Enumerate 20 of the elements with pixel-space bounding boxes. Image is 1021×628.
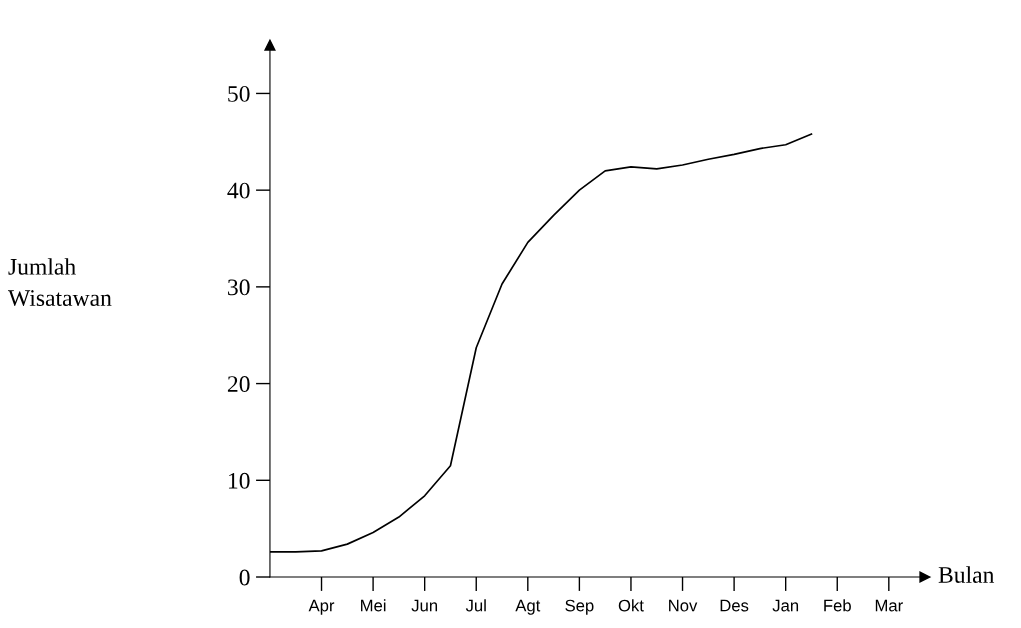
y-tick-label: 40	[227, 182, 250, 199]
x-tick-label: Jan	[772, 599, 799, 612]
y-tick-label: 10	[228, 472, 250, 489]
x-tick-label: Jul	[465, 599, 486, 612]
x-tick-label: Jun	[411, 599, 438, 612]
x-tick-label: Sep	[565, 599, 594, 615]
x-tick-label: Okt	[618, 599, 644, 612]
y-tick-label: 30	[228, 279, 250, 296]
x-tick-label: Apr	[308, 599, 335, 615]
x-tick-label: Feb	[824, 599, 851, 612]
y-tick-label: 20	[227, 376, 250, 393]
x-tick-label: Mei	[361, 599, 386, 612]
x-tick-label: Des	[720, 599, 749, 612]
y-tick-label: 0	[239, 569, 250, 586]
x-tick-label: Mar	[875, 599, 903, 612]
y-tick-label: 50	[228, 85, 250, 102]
x-tick-label: Agt	[515, 599, 541, 615]
y-axis-title: Jumlah Wisatawan	[7, 258, 112, 307]
x-tick-label: Nov	[669, 599, 698, 612]
x-axis-title: Bulan	[938, 566, 995, 583]
